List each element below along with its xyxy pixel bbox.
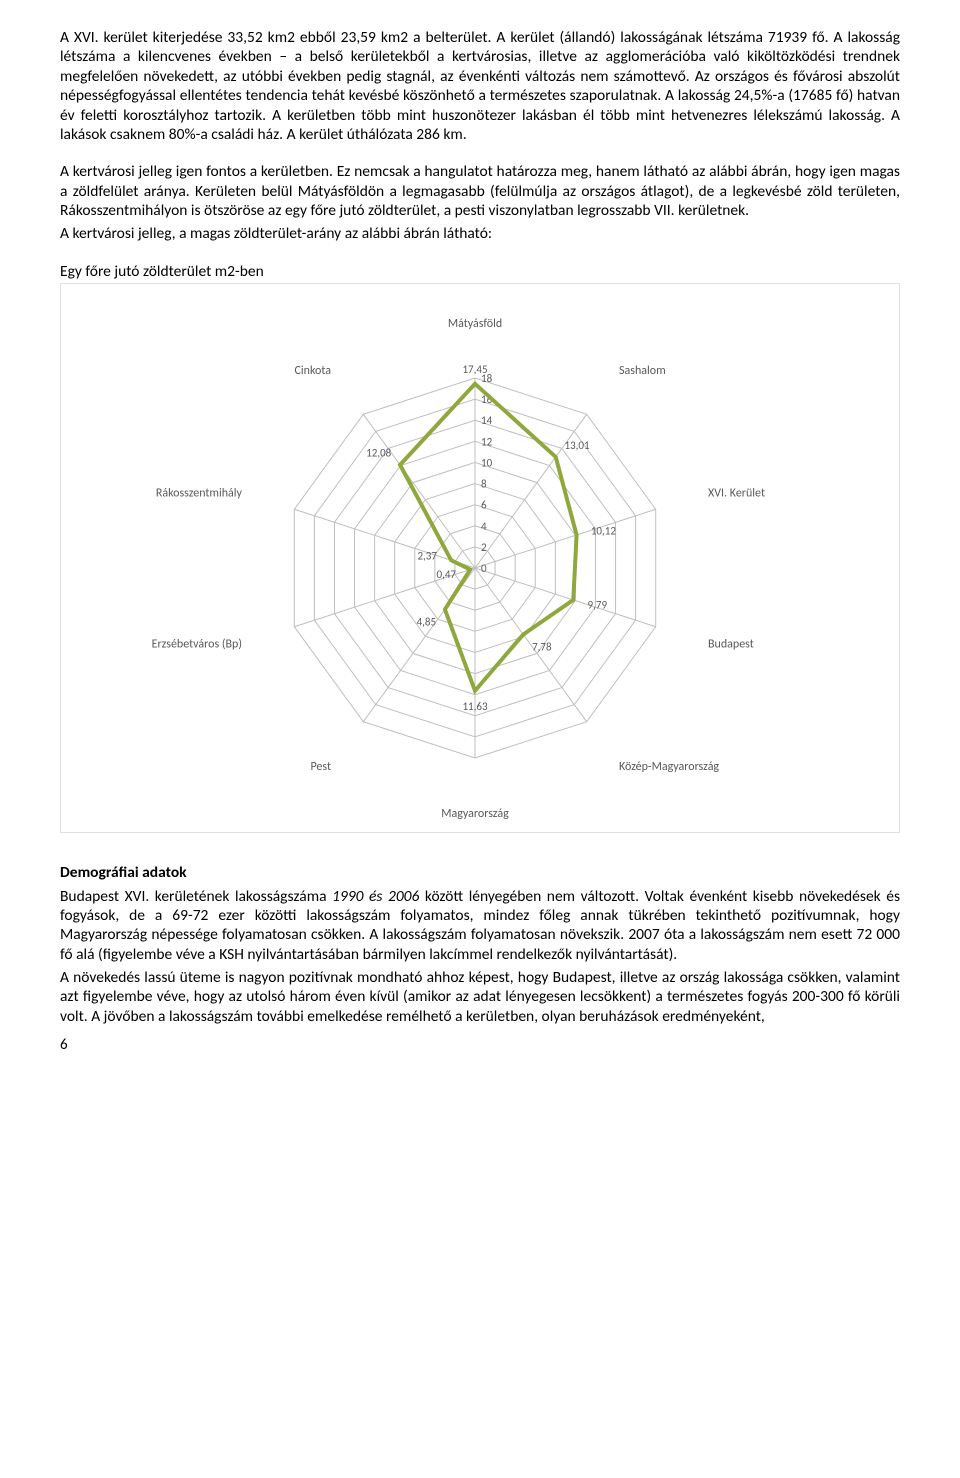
svg-text:XVI. Kerület: XVI. Kerület: [708, 486, 765, 500]
paragraph-3: A kertvárosi jelleg, a magas zöldterület…: [60, 224, 900, 243]
svg-text:7,78: 7,78: [532, 641, 552, 654]
svg-text:Sashalom: Sashalom: [619, 364, 666, 378]
p4-years: 1990 és 2006: [332, 887, 419, 906]
heading-demografiai: Demográfiai adatok: [60, 863, 900, 882]
svg-text:13,01: 13,01: [565, 439, 590, 452]
svg-text:10: 10: [481, 457, 493, 470]
svg-text:Erzsébetváros (Bp): Erzsébetváros (Bp): [152, 638, 242, 652]
svg-text:Pest: Pest: [310, 760, 331, 774]
paragraph-5: A növekedés lassú üteme is nagyon pozití…: [60, 968, 900, 1026]
svg-text:9,79: 9,79: [588, 599, 608, 612]
svg-text:10,12: 10,12: [591, 524, 616, 537]
svg-text:2,37: 2,37: [417, 550, 437, 563]
svg-text:12,08: 12,08: [366, 447, 391, 460]
paragraph-4: Budapest XVI. kerületének lakosságszáma …: [60, 887, 900, 965]
svg-text:12: 12: [481, 435, 493, 448]
svg-text:0,47: 0,47: [437, 568, 457, 581]
svg-text:Budapest: Budapest: [708, 638, 754, 652]
svg-text:2: 2: [481, 541, 487, 554]
svg-text:14: 14: [481, 414, 493, 427]
svg-text:11,63: 11,63: [462, 700, 487, 713]
svg-text:Magyarország: Magyarország: [441, 807, 509, 821]
svg-text:Cinkota: Cinkota: [295, 364, 332, 378]
svg-text:Közép-Magyarország: Közép-Magyarország: [619, 760, 719, 774]
paragraph-2: A kertvárosi jelleg igen fontos a kerüle…: [60, 162, 900, 220]
chart-title: Egy főre jutó zöldterület m2-ben: [60, 262, 900, 281]
svg-text:Mátyásföld: Mátyásföld: [448, 317, 502, 331]
svg-text:4,85: 4,85: [417, 616, 436, 629]
svg-text:0: 0: [481, 562, 487, 575]
svg-text:Rákosszentmihály: Rákosszentmihály: [156, 486, 243, 500]
svg-text:6: 6: [481, 499, 487, 512]
radar-chart: 024681012141618Mátyásföld17,45Sashalom13…: [60, 283, 900, 833]
svg-text:17,45: 17,45: [462, 363, 487, 376]
svg-text:4: 4: [481, 520, 487, 533]
radar-svg: 024681012141618Mátyásföld17,45Sashalom13…: [65, 288, 885, 828]
document-page: A XVI. kerület kiterjedése 33,52 km2 ebb…: [0, 0, 960, 1095]
paragraph-1: A XVI. kerület kiterjedése 33,52 km2 ebb…: [60, 28, 900, 144]
page-number: 6: [60, 1036, 900, 1055]
svg-text:8: 8: [481, 478, 487, 491]
p4-pre: Budapest XVI. kerületének lakosságszáma: [60, 887, 332, 906]
